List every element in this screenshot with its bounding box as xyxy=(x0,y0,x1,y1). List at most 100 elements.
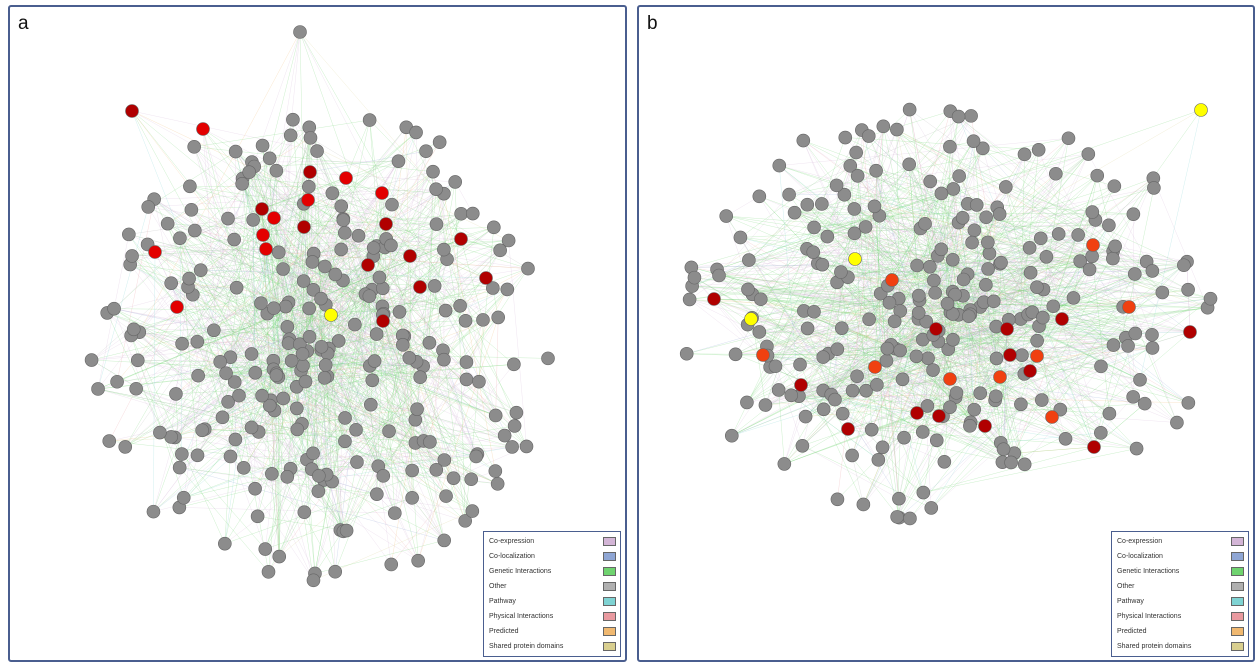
gene-node[interactable] xyxy=(146,504,161,519)
gene-node[interactable] xyxy=(265,467,279,481)
gene-node[interactable] xyxy=(928,286,942,300)
gene-node[interactable] xyxy=(973,386,988,400)
gene-node[interactable] xyxy=(949,386,964,400)
gene-node[interactable] xyxy=(1048,166,1063,181)
gene-node[interactable] xyxy=(410,402,424,416)
gene-node[interactable] xyxy=(176,490,191,505)
gene-node[interactable] xyxy=(849,145,863,160)
gene-node[interactable] xyxy=(784,388,799,403)
gene-node[interactable] xyxy=(235,176,249,191)
gene-node[interactable] xyxy=(934,186,949,201)
gene-node[interactable] xyxy=(981,262,995,276)
gene-node[interactable] xyxy=(236,461,251,475)
gene-node[interactable] xyxy=(244,347,259,361)
gene-node[interactable] xyxy=(248,481,262,496)
gene-node[interactable] xyxy=(909,349,924,364)
gene-node[interactable] xyxy=(782,187,796,202)
gene-node[interactable] xyxy=(409,125,423,140)
gene-node[interactable] xyxy=(348,317,362,332)
gene-node[interactable] xyxy=(945,252,960,267)
gene-node[interactable] xyxy=(864,422,879,437)
gene-node[interactable] xyxy=(219,366,233,380)
gene-node[interactable] xyxy=(290,401,304,416)
gene-node[interactable] xyxy=(427,279,442,293)
gene-node[interactable] xyxy=(283,128,298,143)
gene-node[interactable] xyxy=(411,553,425,568)
gene-node[interactable] xyxy=(989,389,1003,404)
gene-node[interactable] xyxy=(992,207,1007,221)
gene-node[interactable] xyxy=(912,288,926,303)
gene-node[interactable] xyxy=(296,274,311,288)
gene-node[interactable] xyxy=(255,138,270,153)
gene-node[interactable] xyxy=(816,402,831,417)
query-gene-node[interactable] xyxy=(196,122,210,136)
gene-node[interactable] xyxy=(1155,285,1170,300)
query-gene-node[interactable] xyxy=(255,202,269,216)
gene-node[interactable] xyxy=(276,262,290,276)
gene-node[interactable] xyxy=(934,242,949,257)
gene-node[interactable] xyxy=(391,154,406,168)
gene-node[interactable] xyxy=(882,295,897,310)
gene-node[interactable] xyxy=(429,182,443,196)
query-gene-node[interactable] xyxy=(868,360,882,374)
gene-node[interactable] xyxy=(228,144,243,159)
gene-node[interactable] xyxy=(1147,181,1161,195)
gene-node[interactable] xyxy=(787,205,802,220)
gene-node[interactable] xyxy=(302,301,316,316)
gene-node[interactable] xyxy=(796,133,811,148)
gene-node[interactable] xyxy=(182,271,196,286)
gene-node[interactable] xyxy=(218,536,232,551)
gene-node[interactable] xyxy=(339,523,354,538)
query-gene-node[interactable] xyxy=(361,258,375,272)
gene-node[interactable] xyxy=(487,220,501,235)
gene-node[interactable] xyxy=(1126,207,1141,221)
gene-node[interactable] xyxy=(175,336,189,351)
gene-node[interactable] xyxy=(966,134,981,148)
query-gene-node[interactable] xyxy=(148,245,162,259)
gene-node[interactable] xyxy=(190,448,205,463)
gene-node[interactable] xyxy=(254,296,268,311)
gene-node[interactable] xyxy=(847,202,862,216)
gene-node[interactable] xyxy=(1137,396,1152,411)
gene-node[interactable] xyxy=(887,314,902,329)
gene-node[interactable] xyxy=(337,226,352,240)
gene-node[interactable] xyxy=(892,491,906,506)
gene-node[interactable] xyxy=(187,223,202,238)
gene-node[interactable] xyxy=(191,368,205,383)
gene-node[interactable] xyxy=(1126,390,1140,404)
gene-node[interactable] xyxy=(426,164,440,179)
gene-node[interactable] xyxy=(858,220,873,234)
gene-node[interactable] xyxy=(465,206,480,221)
gene-node[interactable] xyxy=(261,565,276,579)
gene-node[interactable] xyxy=(1022,241,1037,255)
gene-node[interactable] xyxy=(318,358,333,372)
gene-node[interactable] xyxy=(847,226,862,241)
gene-node[interactable] xyxy=(1051,227,1066,241)
gene-node[interactable] xyxy=(1030,280,1044,295)
gene-node[interactable] xyxy=(964,109,978,123)
gene-node[interactable] xyxy=(438,303,453,318)
gene-node[interactable] xyxy=(91,382,105,396)
gene-node[interactable] xyxy=(1033,231,1048,246)
gene-node[interactable] xyxy=(1181,282,1195,297)
gene-node[interactable] xyxy=(867,199,882,214)
gene-node[interactable] xyxy=(491,310,506,325)
gene-node[interactable] xyxy=(850,369,864,384)
gene-node[interactable] xyxy=(493,243,507,258)
query-gene-node[interactable] xyxy=(170,300,184,314)
gene-node[interactable] xyxy=(920,399,935,413)
gene-node[interactable] xyxy=(1017,457,1032,472)
query-gene-node[interactable] xyxy=(929,322,943,336)
gene-node[interactable] xyxy=(490,477,505,491)
gene-node[interactable] xyxy=(110,374,124,389)
gene-node[interactable] xyxy=(679,346,694,361)
gene-node[interactable] xyxy=(752,325,767,339)
gene-node[interactable] xyxy=(453,298,467,313)
gene-node[interactable] xyxy=(946,332,960,347)
gene-node[interactable] xyxy=(815,257,830,272)
query-gene-node[interactable] xyxy=(1055,312,1069,326)
gene-node[interactable] xyxy=(1170,415,1184,430)
gene-node[interactable] xyxy=(1181,396,1196,410)
gene-node[interactable] xyxy=(929,433,944,448)
gene-node[interactable] xyxy=(472,374,486,389)
